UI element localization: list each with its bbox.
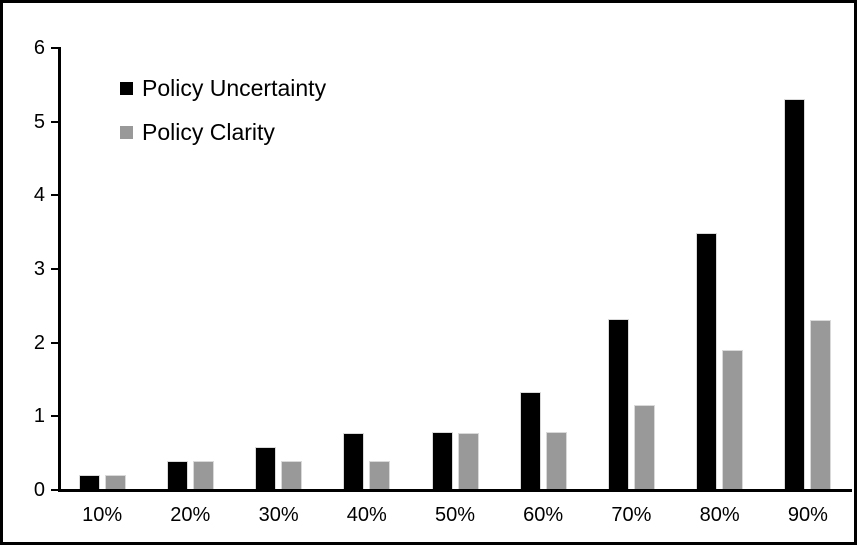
bar-policy-uncertainty-50% <box>431 432 453 489</box>
x-category-label: 30% <box>258 504 299 526</box>
bar-policy-clarity-90% <box>810 320 832 489</box>
y-tick-label: 3 <box>33 258 45 280</box>
bar-policy-clarity-50% <box>457 433 479 489</box>
x-axis-line <box>58 489 852 492</box>
x-category-label: 80% <box>699 504 740 526</box>
bar-policy-uncertainty-40% <box>343 433 365 489</box>
y-tick <box>51 268 58 270</box>
x-category-label: 40% <box>346 504 387 526</box>
x-category-label: 20% <box>170 504 211 526</box>
y-tick <box>51 194 58 197</box>
legend-label-policy-clarity: Policy Clarity <box>142 119 275 145</box>
y-tick <box>51 489 58 491</box>
bar-policy-clarity-70% <box>633 405 655 489</box>
x-category-label: 10% <box>82 504 123 526</box>
bar-policy-uncertainty-80% <box>696 233 718 489</box>
bar-policy-uncertainty-60% <box>519 392 541 489</box>
y-tick <box>51 120 58 123</box>
legend: Policy Uncertainty Policy Clarity <box>120 75 326 163</box>
x-category-label: 90% <box>787 504 828 526</box>
y-tick-label: 6 <box>33 37 45 59</box>
bar-policy-uncertainty-90% <box>784 99 806 489</box>
y-axis-line <box>58 47 61 492</box>
x-category-label: 60% <box>523 504 564 526</box>
bar-policy-uncertainty-70% <box>607 319 629 489</box>
y-tick <box>51 415 58 418</box>
y-tick-label: 4 <box>33 184 45 207</box>
legend-item-policy-clarity: Policy Clarity <box>120 119 326 146</box>
y-tick-label: 5 <box>33 110 45 133</box>
bar-policy-uncertainty-30% <box>255 447 277 489</box>
bar-policy-clarity-10% <box>104 475 126 489</box>
x-category-label: 50% <box>434 504 476 526</box>
y-tick-label: 2 <box>33 331 45 354</box>
x-category-label: 70% <box>611 504 652 526</box>
y-tick-label: 1 <box>33 405 45 428</box>
legend-swatch-black-square-icon <box>120 82 133 95</box>
bar-policy-clarity-60% <box>545 432 567 489</box>
bar-policy-clarity-20% <box>192 461 214 489</box>
bar-policy-clarity-30% <box>281 461 303 489</box>
bar-policy-clarity-40% <box>369 461 391 489</box>
y-tick-label: 0 <box>33 479 45 501</box>
legend-item-policy-uncertainty: Policy Uncertainty <box>120 75 326 102</box>
y-tick <box>51 47 58 49</box>
bar-policy-uncertainty-10% <box>78 475 100 489</box>
legend-swatch-gray-square-icon <box>120 126 133 139</box>
legend-label-policy-uncertainty: Policy Uncertainty <box>142 75 327 101</box>
bar-policy-uncertainty-20% <box>166 461 188 489</box>
bar-policy-clarity-80% <box>722 350 744 489</box>
y-tick <box>51 341 58 344</box>
